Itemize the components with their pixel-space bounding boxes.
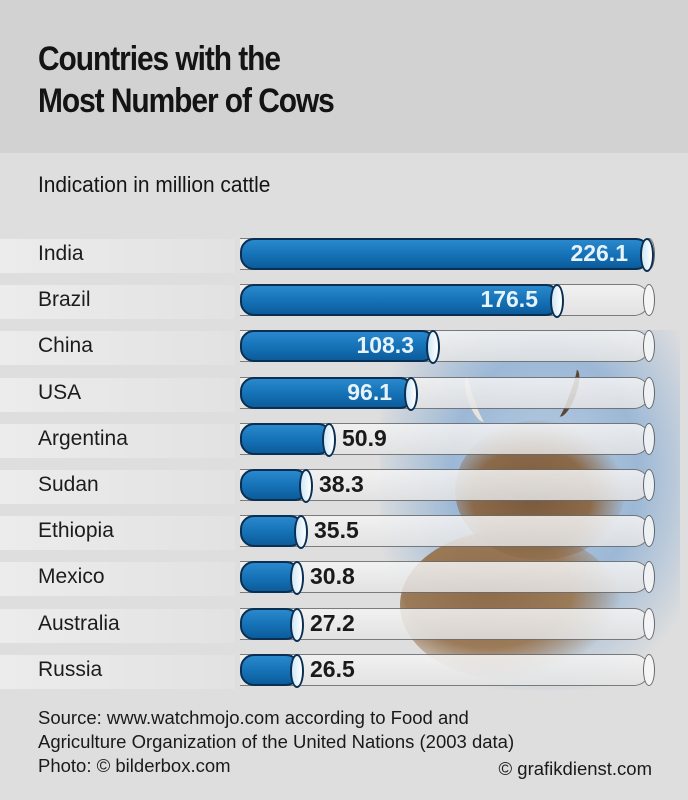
country-label: China bbox=[38, 334, 93, 358]
country-label: Ethiopia bbox=[38, 519, 114, 543]
track-cap bbox=[643, 284, 655, 317]
bar-cap bbox=[322, 422, 336, 457]
table-row: Australia 27.2 bbox=[0, 606, 688, 652]
bar-track bbox=[240, 607, 655, 640]
table-row: USA 96.1 bbox=[0, 375, 688, 421]
bar-cap bbox=[550, 284, 564, 319]
bar-track bbox=[240, 515, 655, 548]
bar-cap bbox=[404, 376, 418, 411]
bar-track bbox=[240, 561, 655, 594]
value-label: 27.2 bbox=[310, 609, 355, 636]
track-cap bbox=[643, 653, 655, 686]
track-cap bbox=[643, 469, 655, 501]
country-label: India bbox=[38, 242, 84, 265]
bar bbox=[240, 515, 308, 550]
table-row: Argentina 50.9 bbox=[0, 421, 688, 467]
bar-cap bbox=[299, 469, 313, 503]
value-label: 30.8 bbox=[310, 563, 355, 590]
bar bbox=[240, 561, 304, 596]
table-row: India 226.1 bbox=[0, 236, 688, 282]
row-stripe bbox=[0, 654, 235, 689]
photo-credit: Photo: © bilderbox.com bbox=[38, 755, 231, 776]
row-stripe bbox=[0, 423, 235, 458]
source-line-2: Agriculture Organization of the United N… bbox=[38, 731, 515, 752]
track-cap bbox=[643, 376, 655, 409]
bar bbox=[240, 376, 418, 411]
row-stripe bbox=[0, 239, 235, 273]
table-row: Russia 26.5 bbox=[0, 652, 688, 698]
value-label: 96.1 bbox=[347, 378, 392, 405]
bar-cap bbox=[294, 515, 308, 550]
track-cap bbox=[643, 515, 655, 548]
table-row: Mexico 30.8 bbox=[0, 559, 688, 605]
title-line-1: Countries with the bbox=[38, 40, 281, 78]
source-note: Source: www.watchmojo.com according to F… bbox=[38, 706, 514, 778]
table-row: Brazil 176.5 bbox=[0, 282, 688, 328]
bar-cap bbox=[290, 561, 304, 596]
row-stripe bbox=[0, 470, 235, 504]
row-stripe bbox=[0, 516, 235, 551]
row-stripe bbox=[0, 285, 235, 320]
value-label: 35.5 bbox=[314, 517, 359, 544]
value-label: 38.3 bbox=[319, 471, 364, 497]
bar bbox=[240, 607, 304, 642]
bar-cap bbox=[290, 607, 304, 642]
row-stripe bbox=[0, 331, 235, 366]
bar-cap bbox=[640, 238, 654, 272]
table-row: Sudan 38.3 bbox=[0, 467, 688, 513]
row-stripe bbox=[0, 377, 235, 412]
row-stripe bbox=[0, 562, 235, 597]
bar bbox=[240, 284, 564, 319]
value-label: 226.1 bbox=[570, 240, 628, 266]
bar bbox=[240, 422, 336, 457]
source-line-1: Source: www.watchmojo.com according to F… bbox=[38, 707, 469, 728]
value-label: 176.5 bbox=[480, 286, 538, 313]
chart-title: Countries with the Most Number of Cows bbox=[38, 38, 335, 122]
country-label: Brazil bbox=[38, 288, 91, 312]
track-cap bbox=[643, 422, 655, 455]
graphic-credit: © grafikdienst.com bbox=[498, 758, 652, 779]
country-label: Australia bbox=[38, 611, 120, 635]
header-band: Countries with the Most Number of Cows bbox=[0, 0, 688, 153]
value-label: 26.5 bbox=[310, 655, 355, 682]
row-stripe bbox=[0, 608, 235, 643]
bar-track bbox=[240, 653, 655, 686]
country-label: Argentina bbox=[38, 426, 128, 450]
country-label: Mexico bbox=[38, 565, 105, 589]
country-label: Russia bbox=[38, 657, 103, 681]
title-line-2: Most Number of Cows bbox=[38, 82, 335, 120]
bar-cap bbox=[290, 653, 304, 688]
table-row: China 108.3 bbox=[0, 328, 688, 374]
bar-cap bbox=[426, 330, 440, 365]
table-row: Ethiopia 35.5 bbox=[0, 513, 688, 559]
track-cap bbox=[643, 330, 655, 363]
chart-subtitle: Indication in million cattle bbox=[38, 172, 271, 197]
bar bbox=[240, 653, 304, 688]
bar bbox=[240, 330, 440, 365]
track-cap bbox=[643, 607, 655, 640]
bar bbox=[240, 469, 313, 503]
track-cap bbox=[643, 561, 655, 594]
country-label: USA bbox=[38, 380, 82, 404]
bar bbox=[240, 238, 654, 272]
value-label: 108.3 bbox=[356, 332, 414, 359]
country-label: Sudan bbox=[38, 473, 99, 496]
value-label: 50.9 bbox=[342, 424, 387, 451]
